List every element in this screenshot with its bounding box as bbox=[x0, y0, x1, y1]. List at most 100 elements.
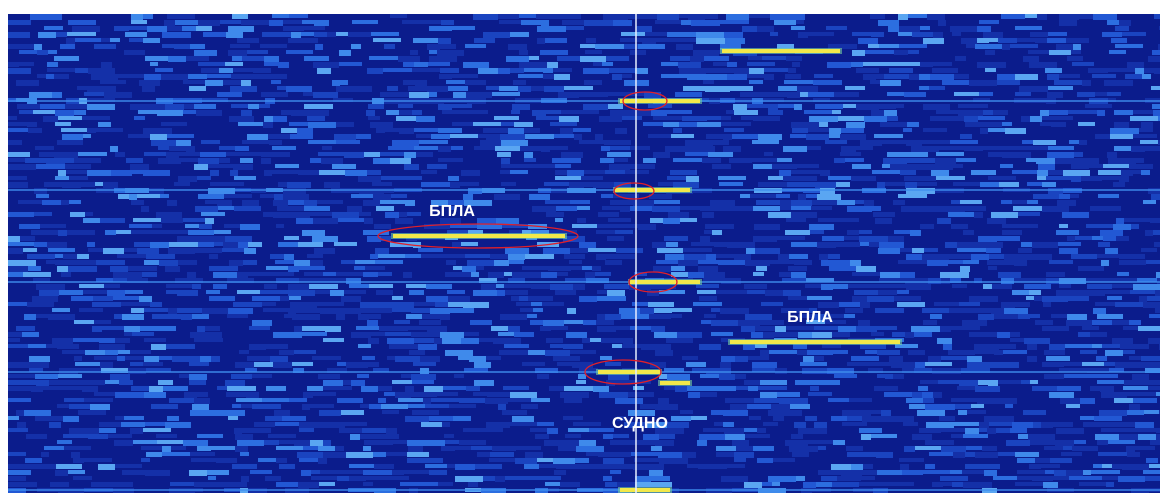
noise-cell bbox=[1152, 104, 1165, 109]
noise-cell bbox=[24, 410, 51, 416]
noise-cell bbox=[278, 242, 298, 247]
noise-cell bbox=[1093, 464, 1102, 468]
noise-cell bbox=[41, 452, 49, 457]
noise-cell bbox=[1094, 416, 1122, 421]
noise-cell bbox=[312, 356, 341, 360]
noise-cell bbox=[706, 254, 716, 260]
noise-cell bbox=[88, 434, 108, 439]
noise-cell bbox=[667, 374, 690, 380]
noise-cell bbox=[139, 296, 152, 302]
noise-cell bbox=[524, 68, 543, 72]
noise-cell bbox=[713, 140, 729, 145]
noise-cell bbox=[364, 440, 393, 445]
noise-cell bbox=[464, 332, 479, 336]
noise-cell bbox=[1102, 176, 1119, 180]
noise-cell bbox=[363, 446, 371, 451]
noise-cell bbox=[765, 200, 780, 205]
noise-cell bbox=[190, 452, 215, 456]
noise-cell bbox=[883, 158, 907, 164]
noise-cell bbox=[237, 38, 259, 43]
noise-cell bbox=[842, 422, 867, 426]
noise-cell bbox=[915, 446, 941, 450]
noise-cell bbox=[362, 428, 386, 433]
noise-cell bbox=[57, 440, 72, 444]
noise-cell bbox=[210, 182, 219, 186]
noise-cell bbox=[195, 206, 218, 212]
noise-cell bbox=[269, 140, 282, 145]
noise-cell bbox=[983, 32, 1003, 38]
noise-cell bbox=[554, 14, 581, 19]
noise-cell bbox=[442, 110, 460, 114]
noise-cell bbox=[294, 350, 316, 354]
noise-cell bbox=[1045, 470, 1054, 474]
noise-cell bbox=[320, 470, 338, 474]
noise-cell bbox=[8, 116, 17, 120]
noise-cell bbox=[142, 86, 155, 92]
noise-cell bbox=[8, 452, 26, 456]
noise-cell bbox=[414, 128, 438, 132]
horizontal-line bbox=[8, 189, 1160, 191]
noise-cell bbox=[592, 266, 601, 271]
noise-cell bbox=[537, 374, 549, 379]
noise-cell bbox=[606, 254, 635, 259]
noise-cell bbox=[192, 284, 201, 289]
noise-cell bbox=[1103, 164, 1129, 168]
noise-cell bbox=[512, 104, 530, 110]
noise-cell bbox=[672, 308, 692, 312]
noise-cell bbox=[55, 260, 79, 265]
noise-cell bbox=[760, 320, 784, 325]
noise-cell bbox=[1088, 68, 1108, 73]
noise-cell bbox=[702, 158, 721, 163]
noise-cell bbox=[1042, 326, 1069, 331]
noise-cell bbox=[564, 386, 593, 391]
noise-cell bbox=[104, 284, 120, 288]
noise-cell bbox=[941, 356, 967, 360]
horizontal-line bbox=[8, 489, 1160, 491]
noise-cell bbox=[1080, 350, 1097, 354]
noise-cell bbox=[747, 62, 775, 66]
noise-cell bbox=[1101, 392, 1127, 398]
noise-cell bbox=[288, 290, 315, 296]
noise-cell bbox=[762, 56, 786, 60]
noise-cell bbox=[339, 50, 351, 56]
noise-cell bbox=[103, 182, 118, 188]
noise-cell bbox=[1113, 182, 1125, 187]
noise-cell bbox=[735, 374, 746, 379]
noise-cell bbox=[324, 182, 340, 188]
noise-cell bbox=[798, 194, 806, 200]
noise-cell bbox=[147, 26, 167, 32]
noise-cell bbox=[63, 254, 77, 259]
noise-cell bbox=[16, 80, 39, 86]
noise-cell bbox=[291, 110, 318, 116]
noise-cell bbox=[957, 242, 977, 248]
noise-cell bbox=[555, 170, 567, 175]
noise-cell bbox=[796, 20, 804, 24]
noise-cell bbox=[229, 260, 243, 266]
noise-cell bbox=[110, 374, 130, 380]
noise-cell bbox=[746, 248, 755, 254]
noise-cell bbox=[954, 92, 979, 96]
noise-cell bbox=[416, 134, 431, 138]
noise-cell bbox=[563, 416, 583, 420]
noise-cell bbox=[46, 344, 57, 348]
noise-cell bbox=[898, 32, 912, 36]
noise-cell bbox=[795, 380, 822, 385]
noise-cell bbox=[1049, 50, 1071, 55]
noise-cell bbox=[429, 92, 437, 97]
noise-cell bbox=[647, 290, 659, 296]
noise-cell bbox=[23, 272, 51, 277]
noise-cell bbox=[1097, 314, 1123, 319]
noise-cell bbox=[336, 32, 348, 36]
noise-cell bbox=[169, 146, 186, 151]
noise-cell bbox=[8, 464, 36, 469]
noise-cell bbox=[248, 242, 262, 247]
noise-cell bbox=[280, 296, 289, 301]
noise-cell bbox=[359, 212, 371, 216]
noise-cell bbox=[335, 446, 344, 451]
noise-cell bbox=[774, 332, 798, 337]
noise-cell bbox=[792, 62, 800, 67]
noise-cell bbox=[520, 308, 533, 312]
noise-cell bbox=[270, 254, 284, 259]
noise-cell bbox=[412, 68, 440, 72]
noise-cell bbox=[906, 140, 922, 146]
